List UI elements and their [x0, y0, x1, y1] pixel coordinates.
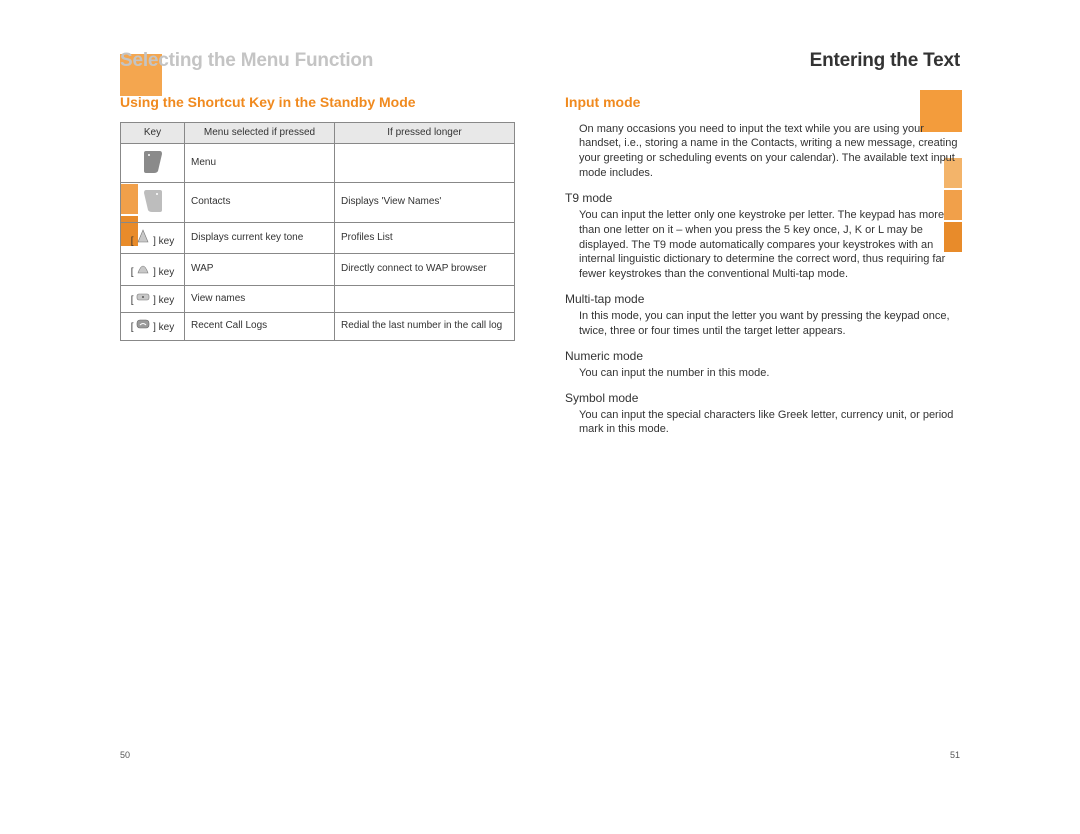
- key-cell: [ ] key: [121, 285, 185, 313]
- key-icon: [ ] key: [131, 259, 174, 280]
- key-icon: [143, 149, 163, 178]
- menu-selected-cell: View names: [185, 285, 335, 313]
- mode-heading: Numeric mode: [565, 349, 960, 363]
- chapter-title-right: Entering the Text: [565, 50, 960, 72]
- page-spread-container: Selecting the Menu Function Using the Sh…: [0, 0, 1080, 834]
- page-number-left: 50: [120, 750, 130, 760]
- menu-selected-cell: Contacts: [185, 183, 335, 223]
- mode-heading: Symbol mode: [565, 391, 960, 405]
- mode-description: You can input the special characters lik…: [579, 408, 960, 438]
- table-row: [ ] key View names: [121, 285, 515, 313]
- mode-description: In this mode, you can input the letter y…: [579, 309, 960, 339]
- mode-heading: T9 mode: [565, 191, 960, 205]
- th-key: Key: [121, 122, 185, 143]
- key-icon: [143, 188, 163, 217]
- chapter-title-left: Selecting the Menu Function: [120, 50, 515, 72]
- mode-heading: Multi-tap mode: [565, 292, 960, 306]
- menu-selected-cell: Menu: [185, 143, 335, 183]
- mode-description: You can input the letter only one keystr…: [579, 208, 960, 282]
- table-row: Menu: [121, 143, 515, 183]
- key-cell: [ ] key: [121, 254, 185, 286]
- key-cell: [121, 183, 185, 223]
- long-press-cell: Displays 'View Names': [335, 183, 515, 223]
- table-row: [ ] key WAPDirectly connect to WAP browse…: [121, 254, 515, 286]
- key-icon: [ ] key: [131, 291, 174, 308]
- long-press-cell: Profiles List: [335, 222, 515, 254]
- section-title-left: Using the Shortcut Key in the Standby Mo…: [120, 94, 515, 112]
- key-cell: [ ] key: [121, 313, 185, 341]
- shortcut-table: Key Menu selected if pressed If pressed …: [120, 122, 515, 341]
- menu-selected-cell: Displays current key tone: [185, 222, 335, 254]
- th-longer: If pressed longer: [335, 122, 515, 143]
- long-press-cell: Redial the last number in the call log: [335, 313, 515, 341]
- page-right: Entering the Text Input mode On many occ…: [565, 50, 960, 700]
- intro-paragraph: On many occasions you need to input the …: [579, 122, 960, 181]
- page-number-right: 51: [950, 750, 960, 760]
- key-icon: [ ] key: [131, 228, 174, 249]
- long-press-cell: Directly connect to WAP browser: [335, 254, 515, 286]
- long-press-cell: [335, 143, 515, 183]
- menu-selected-cell: WAP: [185, 254, 335, 286]
- table-row: [ ] key Recent Call LogsRedial the last n…: [121, 313, 515, 341]
- th-pressed: Menu selected if pressed: [185, 122, 335, 143]
- table-row: ContactsDisplays 'View Names': [121, 183, 515, 223]
- menu-selected-cell: Recent Call Logs: [185, 313, 335, 341]
- key-cell: [ ] key: [121, 222, 185, 254]
- table-row: [ ] key Displays current key toneProfiles…: [121, 222, 515, 254]
- long-press-cell: [335, 285, 515, 313]
- key-cell: [121, 143, 185, 183]
- mode-description: You can input the number in this mode.: [579, 366, 960, 381]
- page-left: Selecting the Menu Function Using the Sh…: [120, 50, 515, 700]
- section-title-right: Input mode: [565, 94, 960, 112]
- key-icon: [ ] key: [131, 318, 174, 335]
